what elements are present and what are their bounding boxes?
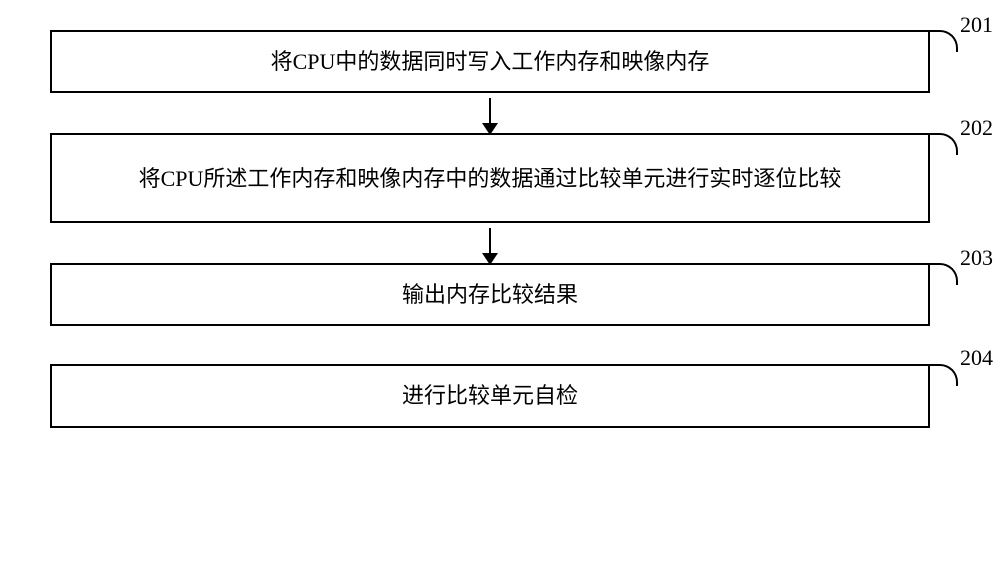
step-box: 将CPU中的数据同时写入工作内存和映像内存 [50,30,930,93]
gap [50,326,930,364]
step-box: 输出内存比较结果 [50,263,930,326]
step-text: 将CPU所述工作内存和映像内存中的数据通过比较单元进行实时逐位比较 [139,161,842,196]
arrow-down [50,93,930,133]
step-text: 进行比较单元自检 [402,378,578,413]
label-connector [928,133,958,155]
arrow-down [50,223,930,263]
step-text: 将CPU中的数据同时写入工作内存和映像内存 [271,44,710,79]
label-connector [928,263,958,285]
step-box: 进行比较单元自检 [50,364,930,427]
step-label: 201 [960,12,993,38]
step-label: 202 [960,115,993,141]
label-connector [928,364,958,386]
flowchart-container: 将CPU中的数据同时写入工作内存和映像内存 201 将CPU所述工作内存和映像内… [50,30,950,428]
step-box: 将CPU所述工作内存和映像内存中的数据通过比较单元进行实时逐位比较 [50,133,930,223]
step-text: 输出内存比较结果 [402,277,578,312]
step-label: 204 [960,345,993,371]
label-connector [928,30,958,52]
step-label: 203 [960,245,993,271]
